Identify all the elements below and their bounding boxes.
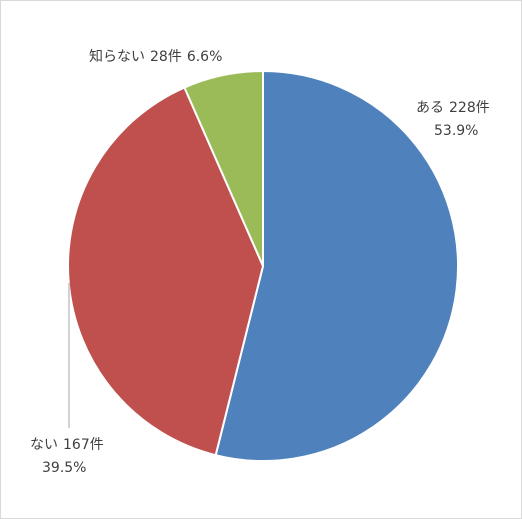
pie-slices <box>67 70 459 462</box>
pie-slice-ある <box>214 70 459 462</box>
slice-label-知らない: 知らない 28件 6.6% <box>89 48 222 65</box>
pie-slice-知らない <box>183 70 264 267</box>
slice-label-ある: ある 228件 <box>416 100 490 116</box>
slice-percent-ない: 39.5% <box>42 460 86 476</box>
slice-label-ない: ない 167件 <box>30 437 104 453</box>
slice-percent-ある: 53.9% <box>434 123 478 139</box>
pie-slice-ない <box>67 86 264 457</box>
